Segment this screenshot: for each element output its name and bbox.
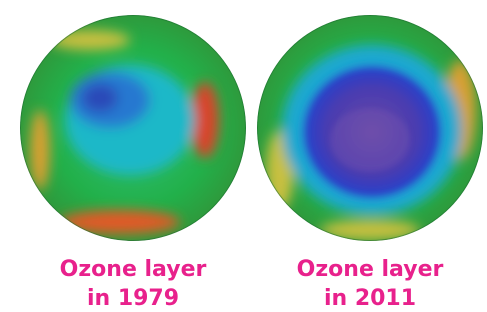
caption-line: Ozone layer (297, 257, 444, 282)
caption-line: Ozone layer (60, 257, 207, 282)
page: {"panels": [ {"caption": ["Ozone layer",… (0, 0, 487, 312)
ozone-figure: Ozone layer in 1979 Ozone layer in 2011 (0, 0, 487, 312)
caption-line: in 1979 (87, 286, 179, 311)
globe-2011 (257, 15, 483, 241)
globe-1979 (20, 15, 246, 241)
caption-line: in 2011 (324, 286, 416, 311)
